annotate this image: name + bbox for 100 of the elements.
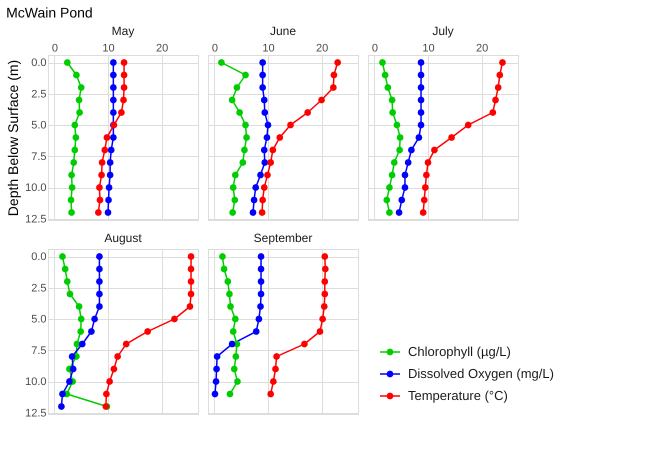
point xyxy=(188,266,194,272)
point xyxy=(386,209,393,216)
point xyxy=(72,134,80,141)
point xyxy=(66,378,73,385)
point xyxy=(171,316,178,322)
x-tick-label: 10 xyxy=(102,42,115,54)
point xyxy=(239,159,246,166)
point xyxy=(64,278,71,285)
point xyxy=(496,72,504,78)
point xyxy=(321,253,328,260)
point xyxy=(110,134,117,141)
point xyxy=(76,96,82,104)
point xyxy=(448,134,455,141)
point xyxy=(96,278,103,285)
point xyxy=(258,253,264,260)
point xyxy=(499,59,506,66)
point xyxy=(96,303,103,310)
point xyxy=(98,159,106,166)
point xyxy=(257,172,264,178)
point xyxy=(322,266,329,272)
point xyxy=(260,146,268,154)
point xyxy=(261,109,268,116)
chart-title: September xyxy=(254,231,312,245)
point xyxy=(230,366,238,372)
y-tick-label: 5.0 xyxy=(31,120,46,132)
point xyxy=(78,316,85,322)
point xyxy=(418,59,424,66)
point xyxy=(267,390,274,398)
point xyxy=(226,390,234,398)
point xyxy=(418,122,424,128)
point xyxy=(213,366,220,372)
point xyxy=(228,96,236,104)
point xyxy=(110,366,118,372)
point xyxy=(269,146,276,154)
point xyxy=(330,84,337,91)
point xyxy=(241,146,248,154)
point xyxy=(229,209,236,216)
chart-title: August xyxy=(104,231,142,245)
point xyxy=(96,266,103,272)
y-tick-label: 2.5 xyxy=(31,88,46,100)
point xyxy=(230,184,237,191)
point xyxy=(489,109,496,116)
y-tick-label: 10.0 xyxy=(25,376,46,388)
point xyxy=(108,146,115,154)
point xyxy=(228,340,236,348)
point xyxy=(234,378,241,385)
point xyxy=(212,390,218,398)
point xyxy=(272,366,279,372)
point xyxy=(492,96,499,104)
point xyxy=(276,134,284,141)
y-tick-label: 2.5 xyxy=(31,282,46,294)
point xyxy=(73,72,80,78)
point xyxy=(424,159,432,166)
point xyxy=(379,59,386,66)
point xyxy=(188,278,194,285)
point xyxy=(259,196,266,204)
point xyxy=(76,303,82,310)
point xyxy=(260,184,268,191)
point xyxy=(396,209,402,216)
point xyxy=(70,366,77,372)
point xyxy=(264,122,272,128)
point xyxy=(78,340,86,348)
point xyxy=(388,96,396,104)
point xyxy=(273,353,280,360)
point xyxy=(402,184,408,191)
y-tick-label: 0.0 xyxy=(31,57,46,69)
point xyxy=(234,84,240,91)
point xyxy=(218,59,225,66)
point xyxy=(258,290,264,298)
point xyxy=(58,403,65,410)
point xyxy=(259,59,266,66)
point xyxy=(431,146,438,154)
point xyxy=(110,84,117,91)
point xyxy=(231,196,238,204)
y-tick-label: 12.5 xyxy=(25,407,46,420)
point xyxy=(118,109,125,116)
point xyxy=(259,72,266,78)
point xyxy=(120,84,128,91)
point xyxy=(270,378,277,385)
point xyxy=(287,122,294,128)
point xyxy=(388,172,396,178)
point xyxy=(389,109,396,116)
point xyxy=(267,159,274,166)
point xyxy=(250,209,256,216)
point xyxy=(386,184,393,191)
point xyxy=(106,159,114,166)
point xyxy=(98,172,105,178)
chart-title: July xyxy=(432,24,454,38)
point xyxy=(96,290,103,298)
point xyxy=(71,146,78,154)
point xyxy=(68,209,75,216)
point xyxy=(418,72,424,78)
point xyxy=(301,340,308,348)
point xyxy=(114,353,121,360)
point xyxy=(78,84,85,91)
point xyxy=(252,328,260,335)
point xyxy=(188,253,194,260)
point xyxy=(106,172,114,178)
point xyxy=(232,316,239,322)
point xyxy=(259,84,266,91)
